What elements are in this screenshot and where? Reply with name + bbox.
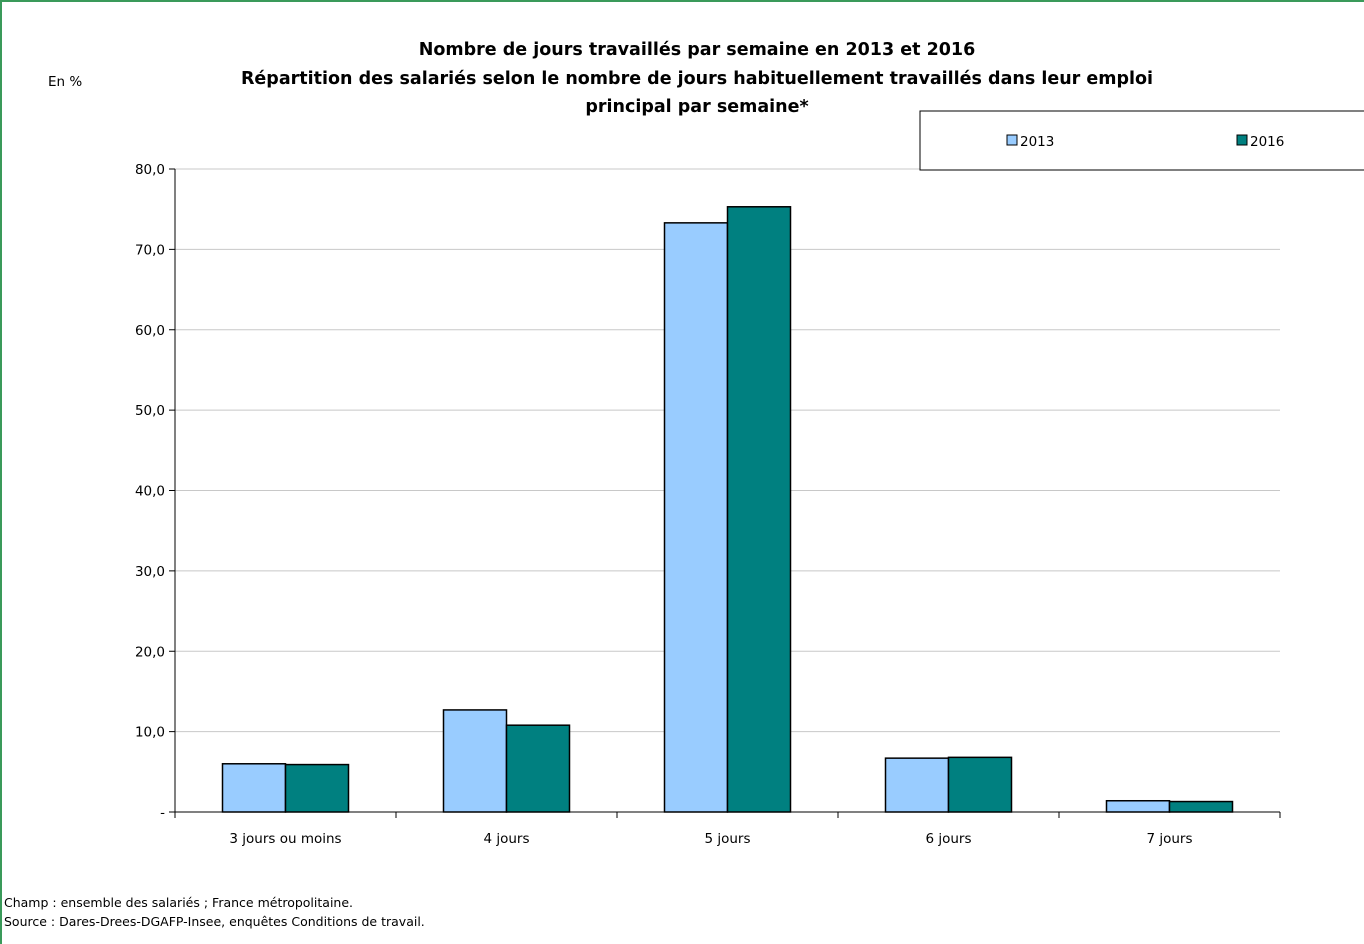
legend-label-2016: 2016 [1250, 134, 1284, 150]
x-tick-labels: 3 jours ou moins 4 jours 5 jours 6 jours 7 j… [229, 831, 1192, 847]
chart-title: Nombre de jours travaillés par semaine e… [419, 40, 976, 60]
x-tick-label: 6 jours [925, 831, 971, 847]
y-tick-label: 70,0 [135, 242, 165, 258]
x-tick-label: 5 jours [704, 831, 750, 847]
y-tick-label: 80,0 [135, 162, 165, 178]
x-tick-label: 3 jours ou moins [229, 831, 341, 847]
x-tick-label: 4 jours [483, 831, 529, 847]
bar-2013-3 [884, 757, 950, 813]
bar-2016-0 [284, 763, 350, 813]
y-tick-label: 10,0 [135, 725, 165, 741]
source-note: Source : Dares-Drees-DGAFP-Insee, enquêt… [4, 914, 425, 929]
unit-label: En % [48, 74, 82, 90]
legend-swatch-2013 [1006, 134, 1018, 146]
bar-2016-4 [1168, 800, 1234, 813]
champ-note: Champ : ensemble des salariés ; France m… [4, 895, 353, 910]
chart-subtitle-line-1: Répartition des salariés selon le nombre… [241, 69, 1153, 89]
legend-box [919, 110, 1364, 171]
bar-2016-1 [505, 724, 571, 813]
x-tick-label: 7 jours [1146, 831, 1192, 847]
legend-label-2013: 2013 [1020, 134, 1054, 150]
y-tick-label: 60,0 [135, 323, 165, 339]
y-tick-label: 50,0 [135, 403, 165, 419]
y-tick-label: 20,0 [135, 644, 165, 660]
y-tick-label: - [160, 805, 165, 821]
y-tick-label: 40,0 [135, 484, 165, 500]
y-tick-label: 30,0 [135, 564, 165, 580]
y-tick-labels: - 10,0 20,0 30,0 40,0 50,0 60,0 70,0 80,0 [135, 162, 165, 821]
bars [221, 206, 1234, 813]
bar-2016-3 [947, 756, 1013, 813]
legend: 2013 2016 [919, 110, 1364, 171]
bar-2013-1 [442, 709, 508, 813]
legend-swatch-2016 [1236, 134, 1248, 146]
bar-2013-4 [1105, 799, 1171, 813]
axes [169, 168, 1281, 818]
bar-2013-0 [221, 763, 287, 813]
chart-subtitle-line-2: principal par semaine* [585, 97, 808, 117]
bar-2016-2 [726, 206, 792, 813]
bar-2013-2 [663, 222, 729, 813]
